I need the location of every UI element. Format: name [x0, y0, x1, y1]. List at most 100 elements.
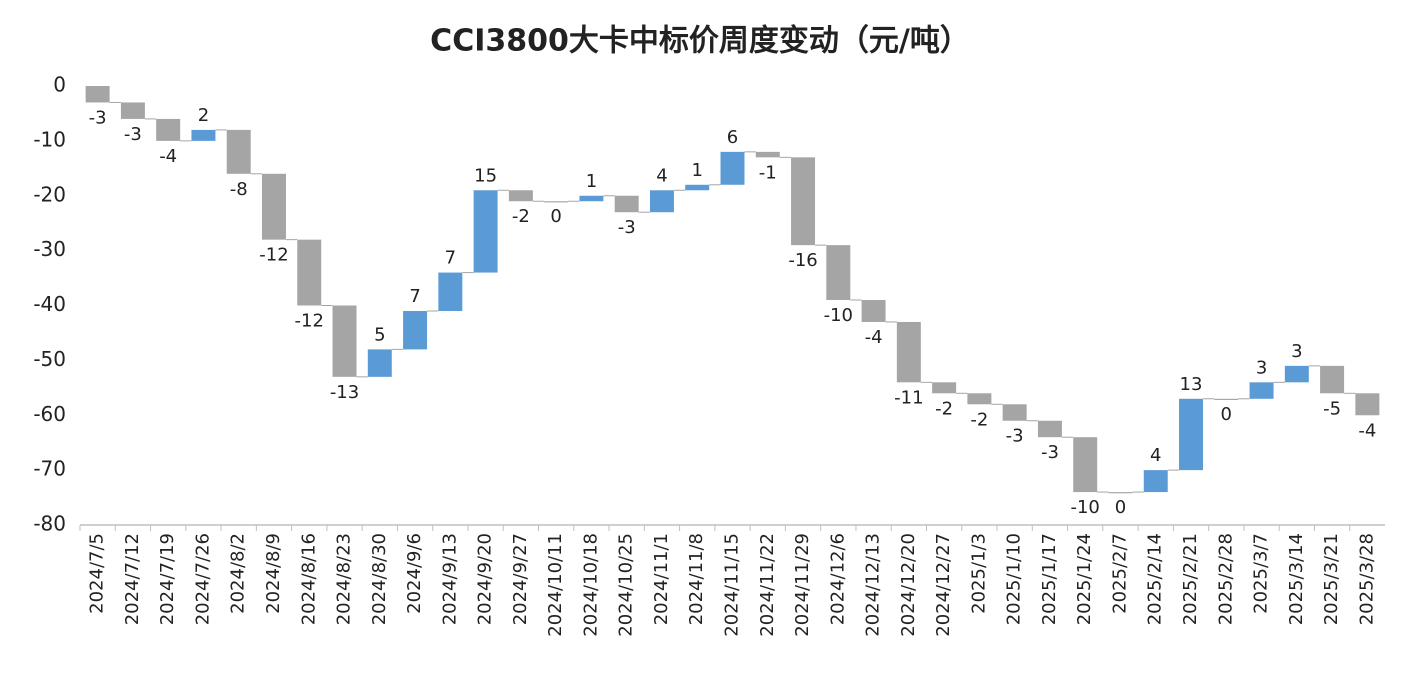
- bar: [861, 300, 886, 322]
- chart-title: CCI3800大卡中标价周度变动（元/吨）: [430, 24, 970, 59]
- x-tick-label: 2025/2/21: [1180, 533, 1201, 625]
- data-label: -12: [295, 311, 324, 332]
- data-label: -4: [1358, 420, 1376, 441]
- data-label: -3: [89, 107, 107, 128]
- x-tick-label: 2024/9/6: [404, 533, 425, 614]
- bar: [614, 195, 639, 213]
- data-label: -8: [230, 179, 248, 200]
- bar: [967, 393, 992, 405]
- x-tick-label: 2025/3/7: [1251, 533, 1272, 614]
- x-tick-label: 2024/11/22: [757, 533, 778, 637]
- data-label: -3: [1006, 426, 1024, 447]
- x-tick-label: 2024/9/20: [475, 533, 496, 625]
- data-label: -3: [124, 124, 142, 145]
- x-tick-label: 2024/10/25: [616, 533, 637, 637]
- x-tick-label: 2024/8/2: [228, 533, 249, 614]
- x-tick-label: 2024/11/1: [651, 533, 672, 625]
- data-label: 3: [1291, 341, 1302, 362]
- y-tick-label: -10: [33, 127, 66, 151]
- x-tick-label: 2025/3/28: [1356, 533, 1377, 625]
- x-tick-label: 2024/8/16: [298, 533, 319, 625]
- data-label: 6: [727, 127, 738, 148]
- x-tick-label: 2024/8/30: [369, 533, 390, 625]
- data-label: -3: [618, 217, 636, 238]
- data-label: -13: [330, 382, 359, 403]
- x-tick-label: 2024/7/19: [157, 533, 178, 625]
- x-tick-label: 2024/7/12: [122, 533, 143, 625]
- x-tick-label: 2025/2/14: [1145, 533, 1166, 625]
- x-tick-label: 2024/7/26: [192, 533, 213, 625]
- y-tick-label: -20: [33, 182, 66, 206]
- y-tick-label: -70: [33, 457, 66, 481]
- x-tick-label: 2024/12/27: [933, 533, 954, 637]
- bar: [1073, 437, 1098, 493]
- bar: [791, 157, 816, 246]
- bar: [1179, 398, 1204, 471]
- bar: [1355, 393, 1380, 416]
- data-label: -1: [759, 162, 777, 183]
- data-label: 3: [1256, 357, 1267, 378]
- x-tick-label: 2025/2/28: [1215, 533, 1236, 625]
- bar: [932, 382, 957, 394]
- y-tick-label: 0: [53, 73, 66, 97]
- data-label: 1: [692, 160, 703, 181]
- x-tick-label: 2024/12/6: [827, 533, 848, 625]
- y-tick-label: -30: [33, 237, 66, 261]
- data-label: 4: [1150, 445, 1161, 466]
- data-label: -12: [259, 245, 288, 266]
- x-tick-label: 2024/11/29: [792, 533, 813, 637]
- bar: [473, 190, 498, 273]
- data-label: 0: [1221, 404, 1232, 425]
- data-label: -2: [970, 409, 988, 430]
- x-tick-label: 2024/8/23: [334, 533, 355, 625]
- data-label: 7: [445, 248, 456, 269]
- bar: [1002, 404, 1027, 421]
- bar: [720, 151, 745, 185]
- bar: [1320, 365, 1345, 394]
- bar: [896, 321, 921, 383]
- y-tick-label: -40: [33, 292, 66, 316]
- x-tick-label: 2024/10/11: [545, 533, 566, 637]
- bar: [85, 86, 110, 103]
- data-label: 15: [474, 165, 497, 186]
- data-label: -3: [1041, 442, 1059, 463]
- y-tick-label: -50: [33, 347, 66, 371]
- x-tick-label: 2024/10/18: [580, 533, 601, 637]
- x-tick-label: 2025/1/3: [968, 533, 989, 614]
- bar: [156, 118, 181, 141]
- data-label: 13: [1180, 374, 1203, 395]
- bar: [120, 102, 145, 119]
- bar: [1249, 382, 1274, 399]
- x-tick-label: 2024/9/13: [439, 533, 460, 625]
- data-label: -5: [1323, 398, 1341, 419]
- data-label: -2: [935, 398, 953, 419]
- data-label: -2: [512, 206, 530, 227]
- bar: [685, 184, 710, 191]
- x-tick-label: 2025/1/17: [1039, 533, 1060, 625]
- bar: [826, 245, 851, 301]
- x-tick-label: 2024/12/20: [898, 533, 919, 637]
- data-label: 7: [409, 286, 420, 307]
- x-tick-label: 2025/1/10: [1004, 533, 1025, 625]
- x-tick-label: 2024/7/5: [87, 533, 108, 614]
- bar: [367, 349, 392, 377]
- data-label: 4: [656, 165, 667, 186]
- data-label: 0: [550, 206, 561, 227]
- data-label: 0: [1115, 497, 1126, 518]
- bar: [332, 305, 357, 377]
- bar: [1214, 398, 1239, 400]
- x-tick-label: 2025/3/14: [1286, 533, 1307, 625]
- x-tick-label: 2024/11/15: [722, 533, 743, 637]
- x-tick-label: 2025/3/21: [1321, 533, 1342, 625]
- bar: [1037, 420, 1062, 438]
- bar: [1284, 365, 1309, 383]
- bar: [226, 129, 251, 174]
- bar: [297, 239, 322, 306]
- y-tick-label: -60: [33, 402, 66, 426]
- data-label: -16: [788, 250, 817, 271]
- bar: [755, 151, 780, 158]
- x-tick-label: 2024/12/13: [863, 533, 884, 637]
- data-label: -10: [824, 305, 853, 326]
- bar: [191, 129, 216, 141]
